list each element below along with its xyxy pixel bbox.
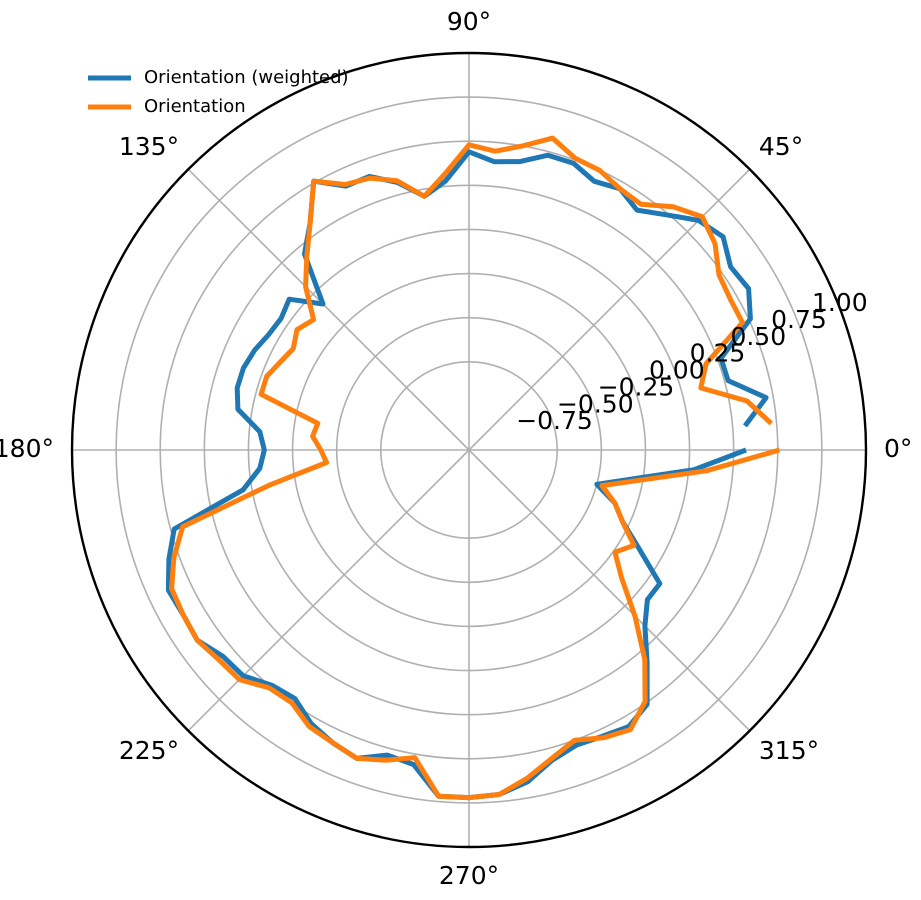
r-tick-label: −0.50 [557,389,634,418]
r-tick-label: 0.25 [690,339,746,368]
label-layer: 0° 45° 90° 135° 180° 225° 270° 315° −0.75−0.50−0… [0,7,912,890]
r-tick-label: −0.75 [516,406,593,435]
theta-tick-label: 0° [884,434,912,463]
grid-layer [70,51,868,849]
legend-entry-label: Orientation (weighted) [144,67,349,88]
theta-tick-label: 225° [119,736,179,765]
theta-tick-label: 90° [447,7,491,36]
series-layer [165,135,781,801]
legend-entry-label: Orientation [144,96,246,117]
theta-tick-label: 180° [0,434,54,463]
theta-tick-label: 45° [759,132,803,161]
angular-grid-line [187,449,470,732]
r-tick-label: 0.50 [730,322,786,351]
angular-grid-line [468,449,751,732]
r-tick-label: 0.00 [649,356,705,385]
polar-frame [70,51,868,849]
legend: Orientation (weighted) Orientation [88,67,349,117]
series-line-1 [169,135,781,801]
theta-tick-label: 315° [759,736,819,765]
r-tick-label: 1.00 [812,288,868,317]
r-tick-label: 0.75 [771,305,827,334]
angular-grid-line [187,168,470,451]
theta-tick-label: 270° [439,861,499,890]
r-tick-label: −0.25 [598,373,675,402]
theta-tick-label: 135° [119,132,179,161]
